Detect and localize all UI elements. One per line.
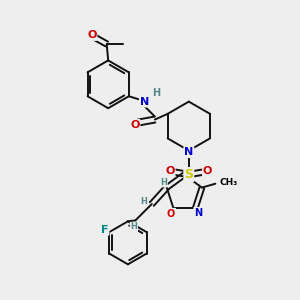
Text: O: O: [130, 120, 140, 130]
Text: N: N: [184, 147, 194, 157]
Text: N: N: [140, 97, 149, 106]
Text: H: H: [152, 88, 160, 98]
Text: H: H: [130, 223, 137, 232]
Text: N: N: [194, 208, 202, 218]
Text: O: O: [165, 166, 175, 176]
Text: F: F: [101, 225, 109, 235]
Text: O: O: [87, 30, 97, 40]
Text: O: O: [167, 209, 175, 219]
Text: S: S: [184, 168, 193, 181]
Text: O: O: [203, 166, 212, 176]
Text: H: H: [140, 197, 147, 206]
Text: H: H: [160, 178, 167, 187]
Text: CH₃: CH₃: [220, 178, 238, 187]
